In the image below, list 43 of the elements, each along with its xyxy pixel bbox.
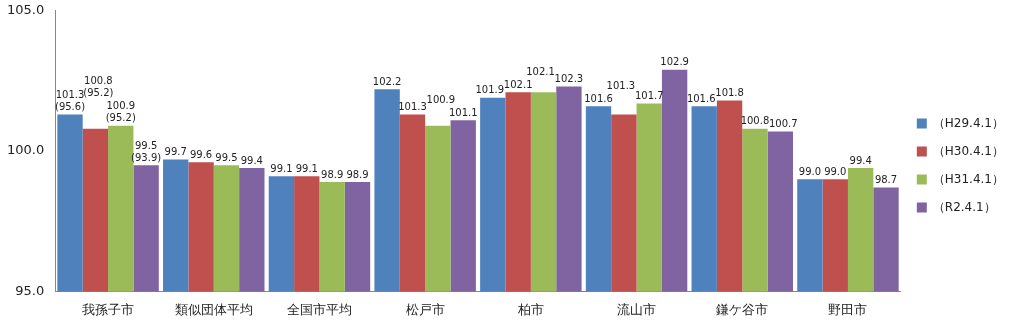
data-label: 99.1 <box>295 162 318 174</box>
x-tick-label: 松戸市 <box>405 301 445 317</box>
y-tick-label: 100.0 <box>7 142 45 158</box>
data-label: 99.0 <box>798 165 822 177</box>
data-label: 98.7 <box>874 174 898 186</box>
data-label: 99.4 <box>849 154 872 166</box>
data-label: 99.1 <box>270 162 293 174</box>
data-label: 99.4 <box>240 154 263 166</box>
legend-label: （R2.4.1） <box>932 199 996 214</box>
data-label: 100.8 <box>740 115 770 127</box>
data-label: 98.9 <box>346 168 369 180</box>
y-tick-label: 105.0 <box>7 2 45 18</box>
x-tick-label: 柏市 <box>516 301 544 317</box>
data-label: 100.7 <box>768 118 798 130</box>
data-label: 99.7 <box>164 146 187 158</box>
data-label: 102.9 <box>660 56 689 68</box>
data-label: 102.1 <box>526 65 555 77</box>
data-label: 101.6 <box>686 92 716 104</box>
data-label: 100.8 (95.2) <box>83 75 114 99</box>
legend-label: （H29.4.1） <box>932 115 1005 130</box>
data-label: 100.9 (95.2) <box>105 100 136 124</box>
data-label: 101.8 <box>715 87 744 99</box>
legend-label: （H31.4.1） <box>932 171 1005 186</box>
data-label: 99.0 <box>824 165 847 177</box>
data-label: 98.9 <box>321 168 344 180</box>
x-tick-label: 類似団体平均 <box>174 301 253 317</box>
data-label: 99.6 <box>189 148 213 160</box>
data-label: 101.3 <box>606 79 636 91</box>
x-tick-label: 野田市 <box>828 301 868 317</box>
data-label: 99.5 <box>215 151 238 163</box>
legend-label: （H30.4.1） <box>932 143 1005 158</box>
data-label: 101.9 <box>475 84 505 96</box>
x-tick-label: 我孫子市 <box>82 301 135 317</box>
data-label: 102.3 <box>554 73 584 85</box>
y-tick-label: 95.0 <box>15 282 45 298</box>
x-tick-label: 流山市 <box>617 301 657 317</box>
x-tick-label: 全国市平均 <box>286 301 352 317</box>
data-label: 102.2 <box>372 75 402 87</box>
data-label: 100.9 <box>426 93 456 105</box>
data-label: 102.1 <box>503 78 533 90</box>
data-label: 101.1 <box>448 106 478 118</box>
data-label: 101.6 <box>584 92 613 104</box>
x-tick-label: 鎌ケ谷市 <box>716 301 769 317</box>
